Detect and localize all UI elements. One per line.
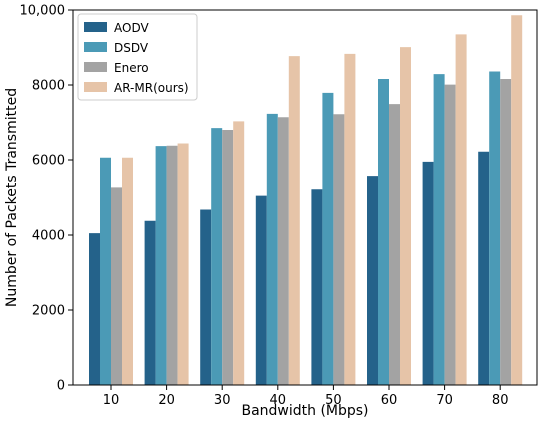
y-tick-label: 8000 xyxy=(32,79,65,94)
x-tick-label: 10 xyxy=(103,393,120,408)
y-tick-label: 4000 xyxy=(32,229,65,244)
bar-ar-mr-ours-20 xyxy=(177,143,189,385)
bar-ar-mr-ours-30 xyxy=(233,121,245,386)
bar-aodv-30 xyxy=(200,209,212,385)
x-tick-label: 20 xyxy=(158,393,175,408)
legend-swatch xyxy=(84,62,107,72)
legend-label: AODV xyxy=(114,21,149,35)
x-tick-label: 70 xyxy=(436,393,453,408)
x-tick-label: 50 xyxy=(325,393,342,408)
y-tick-label: 6000 xyxy=(32,154,65,169)
legend-box xyxy=(77,13,198,101)
legend-label: DSDV xyxy=(114,41,149,55)
y-tick-label: 2000 xyxy=(32,304,65,319)
bar-enero-20 xyxy=(166,145,178,385)
bar-enero-80 xyxy=(500,79,512,385)
bar-dsdv-40 xyxy=(266,113,278,386)
x-tick-label: 60 xyxy=(381,393,398,408)
bar-enero-10 xyxy=(111,187,122,386)
bar-dsdv-10 xyxy=(100,157,111,385)
legend-label: Enero xyxy=(114,61,149,75)
bar-aodv-70 xyxy=(422,161,434,386)
legend-swatch xyxy=(84,42,107,52)
bar-ar-mr-ours-60 xyxy=(400,47,411,386)
bar-aodv-40 xyxy=(255,195,267,386)
legend-swatch xyxy=(84,82,107,92)
bar-dsdv-30 xyxy=(211,128,223,386)
bar-dsdv-60 xyxy=(378,79,389,385)
bar-enero-30 xyxy=(222,130,234,385)
legend-label: AR-MR(ours) xyxy=(114,81,189,95)
bar-ar-mr-ours-80 xyxy=(511,15,523,385)
bar-enero-60 xyxy=(389,104,400,386)
bars-layer xyxy=(89,15,523,386)
x-axis-title: Bandwidth (Mbps) xyxy=(241,403,368,419)
bar-enero-50 xyxy=(333,114,345,385)
x-tick-label: 40 xyxy=(270,393,287,408)
bar-enero-70 xyxy=(444,84,456,386)
bar-aodv-20 xyxy=(144,220,156,385)
bar-ar-mr-ours-40 xyxy=(288,56,300,386)
y-axis-title: Number of Packets Transmitted xyxy=(4,88,20,307)
bar-aodv-50 xyxy=(311,189,323,385)
bar-aodv-60 xyxy=(367,176,378,385)
bar-ar-mr-ours-70 xyxy=(455,34,467,386)
x-tick-label: 30 xyxy=(214,393,231,408)
axes-layer: 0 2000 4000 6000 8000 10,000 10 20 30 40 50 60 70 80 xyxy=(20,4,538,408)
bar-dsdv-20 xyxy=(155,146,167,386)
y-tick-label: 0 xyxy=(57,379,65,394)
bar-ar-mr-ours-10 xyxy=(122,157,133,385)
bar-ar-mr-ours-50 xyxy=(344,53,356,386)
plot-frame xyxy=(72,9,538,386)
legend: AODV DSDV Enero AR-MR(ours) xyxy=(77,13,198,101)
bar-dsdv-70 xyxy=(433,74,445,386)
legend-swatch xyxy=(84,22,107,32)
y-tick-label: 10,000 xyxy=(20,4,66,19)
bar-enero-40 xyxy=(277,117,289,385)
bar-aodv-10 xyxy=(89,233,100,386)
x-tick-label: 80 xyxy=(492,393,509,408)
bar-dsdv-50 xyxy=(322,92,334,386)
bar-aodv-80 xyxy=(478,151,490,385)
bar-dsdv-80 xyxy=(489,71,501,385)
